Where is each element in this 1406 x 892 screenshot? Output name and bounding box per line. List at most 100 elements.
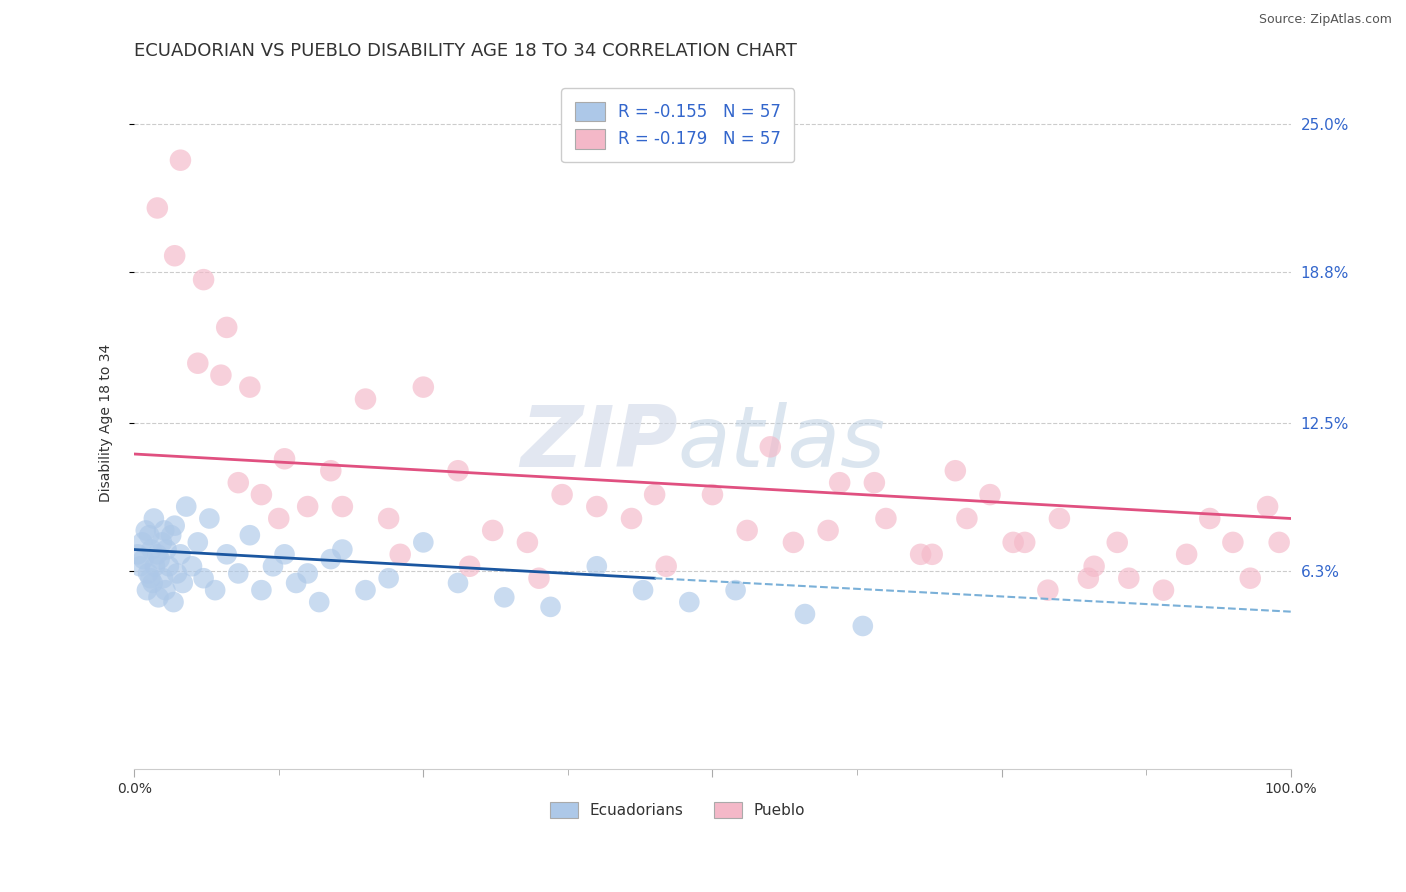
Point <box>163 518 186 533</box>
Point <box>794 607 817 621</box>
Point <box>1257 500 1279 514</box>
Point <box>152 571 174 585</box>
Point <box>250 583 273 598</box>
Point <box>782 535 804 549</box>
Point <box>226 475 249 490</box>
Point <box>155 542 177 557</box>
Point <box>139 571 162 585</box>
Point <box>631 583 654 598</box>
Point <box>127 547 149 561</box>
Point <box>481 524 503 538</box>
Point <box>585 559 607 574</box>
Legend: Ecuadorians, Pueblo: Ecuadorians, Pueblo <box>544 796 811 824</box>
Point <box>239 380 262 394</box>
Point <box>1014 535 1036 549</box>
Point <box>162 595 184 609</box>
Point <box>160 528 183 542</box>
Point <box>702 487 724 501</box>
Point <box>828 475 851 490</box>
Point <box>1047 511 1070 525</box>
Point <box>155 583 177 598</box>
Point <box>169 153 191 168</box>
Point <box>354 392 377 406</box>
Point <box>412 380 434 394</box>
Point <box>678 595 700 609</box>
Point <box>644 487 666 501</box>
Point <box>852 619 875 633</box>
Point <box>956 511 979 525</box>
Point <box>239 528 262 542</box>
Text: ECUADORIAN VS PUEBLO DISABILITY AGE 18 TO 34 CORRELATION CHART: ECUADORIAN VS PUEBLO DISABILITY AGE 18 T… <box>134 42 797 60</box>
Point <box>1222 535 1244 549</box>
Point <box>540 599 562 614</box>
Point <box>1002 535 1025 549</box>
Point <box>132 552 155 566</box>
Point <box>136 566 159 581</box>
Point <box>141 542 163 557</box>
Point <box>150 535 173 549</box>
Point <box>297 566 319 581</box>
Point <box>135 524 157 538</box>
Point <box>817 524 839 538</box>
Point <box>273 547 295 561</box>
Point <box>169 547 191 561</box>
Point <box>142 511 165 525</box>
Point <box>332 542 354 557</box>
Point <box>131 535 153 549</box>
Y-axis label: Disability Age 18 to 34: Disability Age 18 to 34 <box>100 343 114 502</box>
Point <box>724 583 747 598</box>
Point <box>1083 559 1105 574</box>
Point <box>1239 571 1261 585</box>
Point <box>389 547 412 561</box>
Point <box>142 576 165 591</box>
Point <box>135 583 157 598</box>
Point <box>187 356 209 370</box>
Point <box>273 451 295 466</box>
Point <box>250 487 273 501</box>
Point <box>198 511 221 525</box>
Point <box>149 552 172 566</box>
Point <box>172 576 194 591</box>
Point <box>377 571 399 585</box>
Point <box>458 559 481 574</box>
Point <box>174 500 197 514</box>
Point <box>157 559 180 574</box>
Text: ZIP: ZIP <box>520 402 678 485</box>
Text: Source: ZipAtlas.com: Source: ZipAtlas.com <box>1258 13 1392 27</box>
Point <box>1175 547 1198 561</box>
Point <box>146 201 169 215</box>
Point <box>204 583 226 598</box>
Point <box>148 591 170 605</box>
Point <box>759 440 782 454</box>
Point <box>319 464 342 478</box>
Point <box>979 487 1001 501</box>
Point <box>1198 511 1220 525</box>
Point <box>875 511 897 525</box>
Point <box>285 576 308 591</box>
Point <box>655 559 678 574</box>
Point <box>193 272 215 286</box>
Point <box>181 559 204 574</box>
Point <box>494 591 516 605</box>
Point <box>447 464 470 478</box>
Point <box>163 249 186 263</box>
Point <box>1036 583 1059 598</box>
Point <box>143 559 166 574</box>
Point <box>226 566 249 581</box>
Point <box>166 566 188 581</box>
Point <box>1107 535 1129 549</box>
Point <box>129 559 152 574</box>
Point <box>332 500 354 514</box>
Point <box>215 320 238 334</box>
Point <box>527 571 550 585</box>
Point <box>921 547 943 561</box>
Point <box>354 583 377 598</box>
Point <box>193 571 215 585</box>
Point <box>412 535 434 549</box>
Point <box>377 511 399 525</box>
Point <box>319 552 342 566</box>
Point <box>1118 571 1140 585</box>
Point <box>146 547 169 561</box>
Text: atlas: atlas <box>678 402 886 485</box>
Point <box>551 487 574 501</box>
